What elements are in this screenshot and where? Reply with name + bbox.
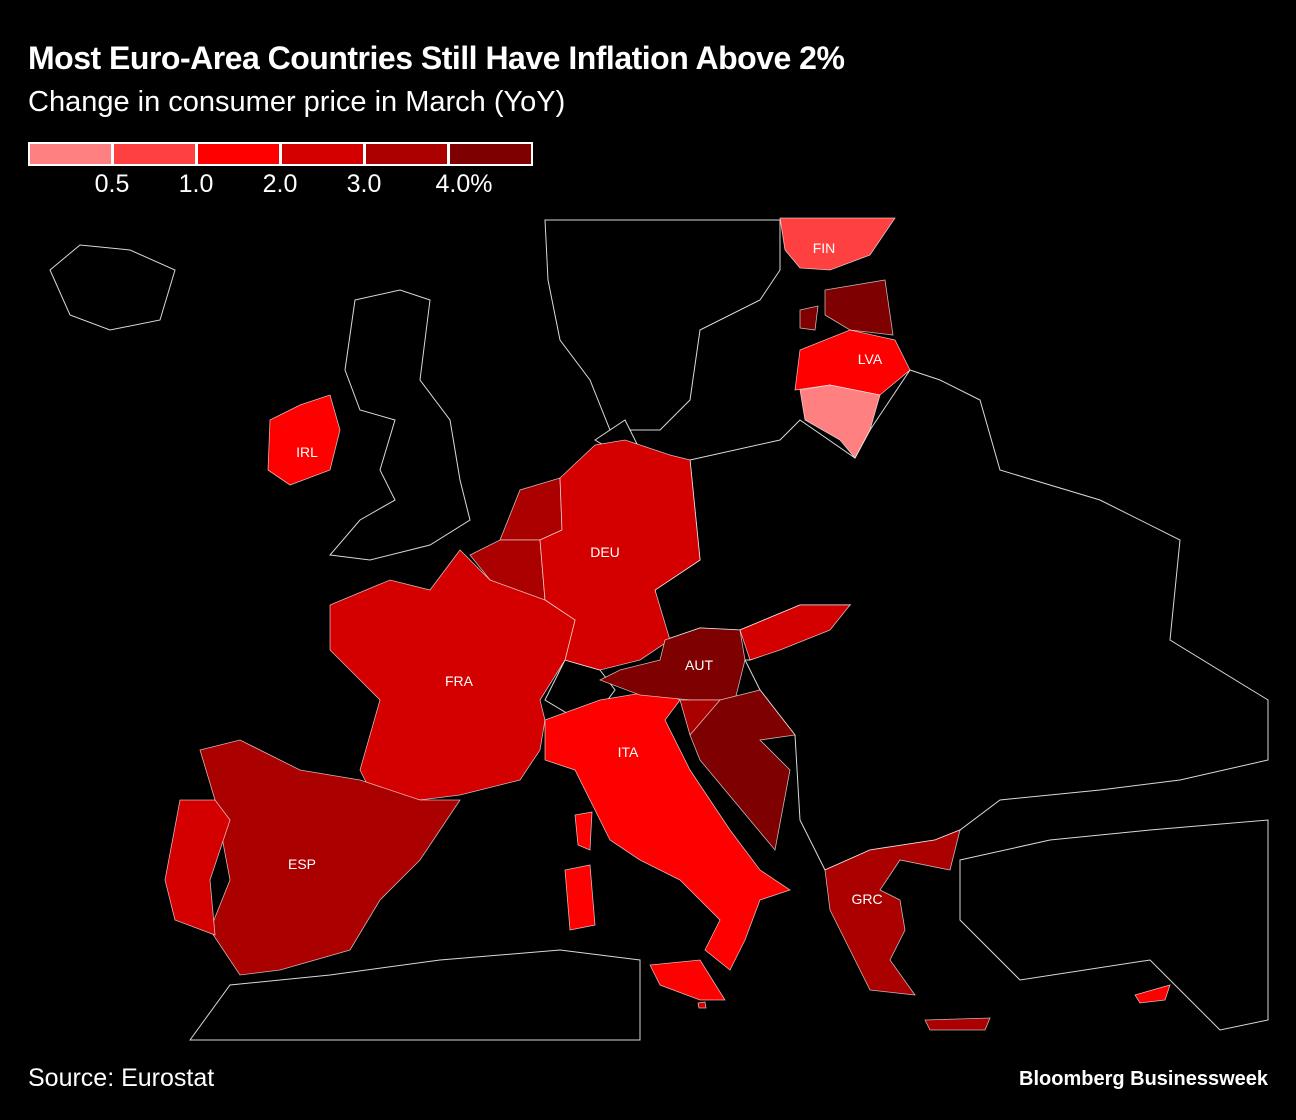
- country-label-grc: GRC: [851, 891, 882, 907]
- country-nld: [499, 477, 563, 541]
- great-britain: [329, 289, 471, 561]
- country-label-fra: FRA: [445, 673, 474, 689]
- country-prt: [164, 799, 231, 936]
- country-mlt: [697, 1001, 707, 1009]
- country-ltu: [799, 384, 881, 459]
- legend-swatch-1: [114, 144, 195, 164]
- chart-subtitle: Change in consumer price in March (YoY): [28, 86, 566, 118]
- color-legend: [28, 142, 533, 166]
- country-label-irl: IRL: [296, 444, 318, 460]
- country-fin: [779, 217, 896, 271]
- country-label-deu: DEU: [590, 544, 620, 560]
- legend-swatch-5: [450, 144, 531, 164]
- source-note: Source: Eurostat: [28, 1064, 215, 1092]
- country-esp: [199, 739, 461, 976]
- country-est: [799, 279, 894, 336]
- turkey: [959, 819, 1269, 1031]
- country-hrv: [689, 689, 796, 851]
- norway-sweden: [544, 219, 781, 431]
- chart-title: Most Euro-Area Countries Still Have Infl…: [28, 40, 845, 76]
- country-deu: [539, 439, 701, 671]
- country-cyp: [1134, 984, 1171, 1004]
- country-label-ita: ITA: [618, 744, 639, 760]
- country-label-esp: ESP: [288, 856, 316, 872]
- country-label-lva: LVA: [858, 351, 883, 367]
- country-label-fin: FIN: [813, 240, 836, 256]
- country-grc: [824, 829, 991, 1031]
- legend-tick: 3.0: [346, 170, 382, 198]
- country-irl: [267, 394, 341, 486]
- brand-logo: Bloomberg Businessweek: [1019, 1068, 1268, 1090]
- north-africa: [189, 949, 641, 1041]
- country-svk: [739, 604, 851, 661]
- legend-tick: 0.5: [94, 170, 130, 198]
- legend-tick: 2.0: [262, 170, 298, 198]
- country-label-aut: AUT: [685, 657, 713, 673]
- iceland: [49, 244, 176, 331]
- legend-swatch-2: [198, 144, 279, 164]
- legend-swatch-3: [282, 144, 363, 164]
- legend-swatch-0: [30, 144, 111, 164]
- country-ita: [544, 689, 791, 1001]
- legend-swatch-4: [366, 144, 447, 164]
- legend-ticks: 0.5 1.0 2.0 3.0 4.0%: [0, 170, 600, 200]
- country-lva: [794, 329, 911, 396]
- legend-tick: 4.0%: [435, 170, 493, 198]
- legend-tick: 1.0: [178, 170, 214, 198]
